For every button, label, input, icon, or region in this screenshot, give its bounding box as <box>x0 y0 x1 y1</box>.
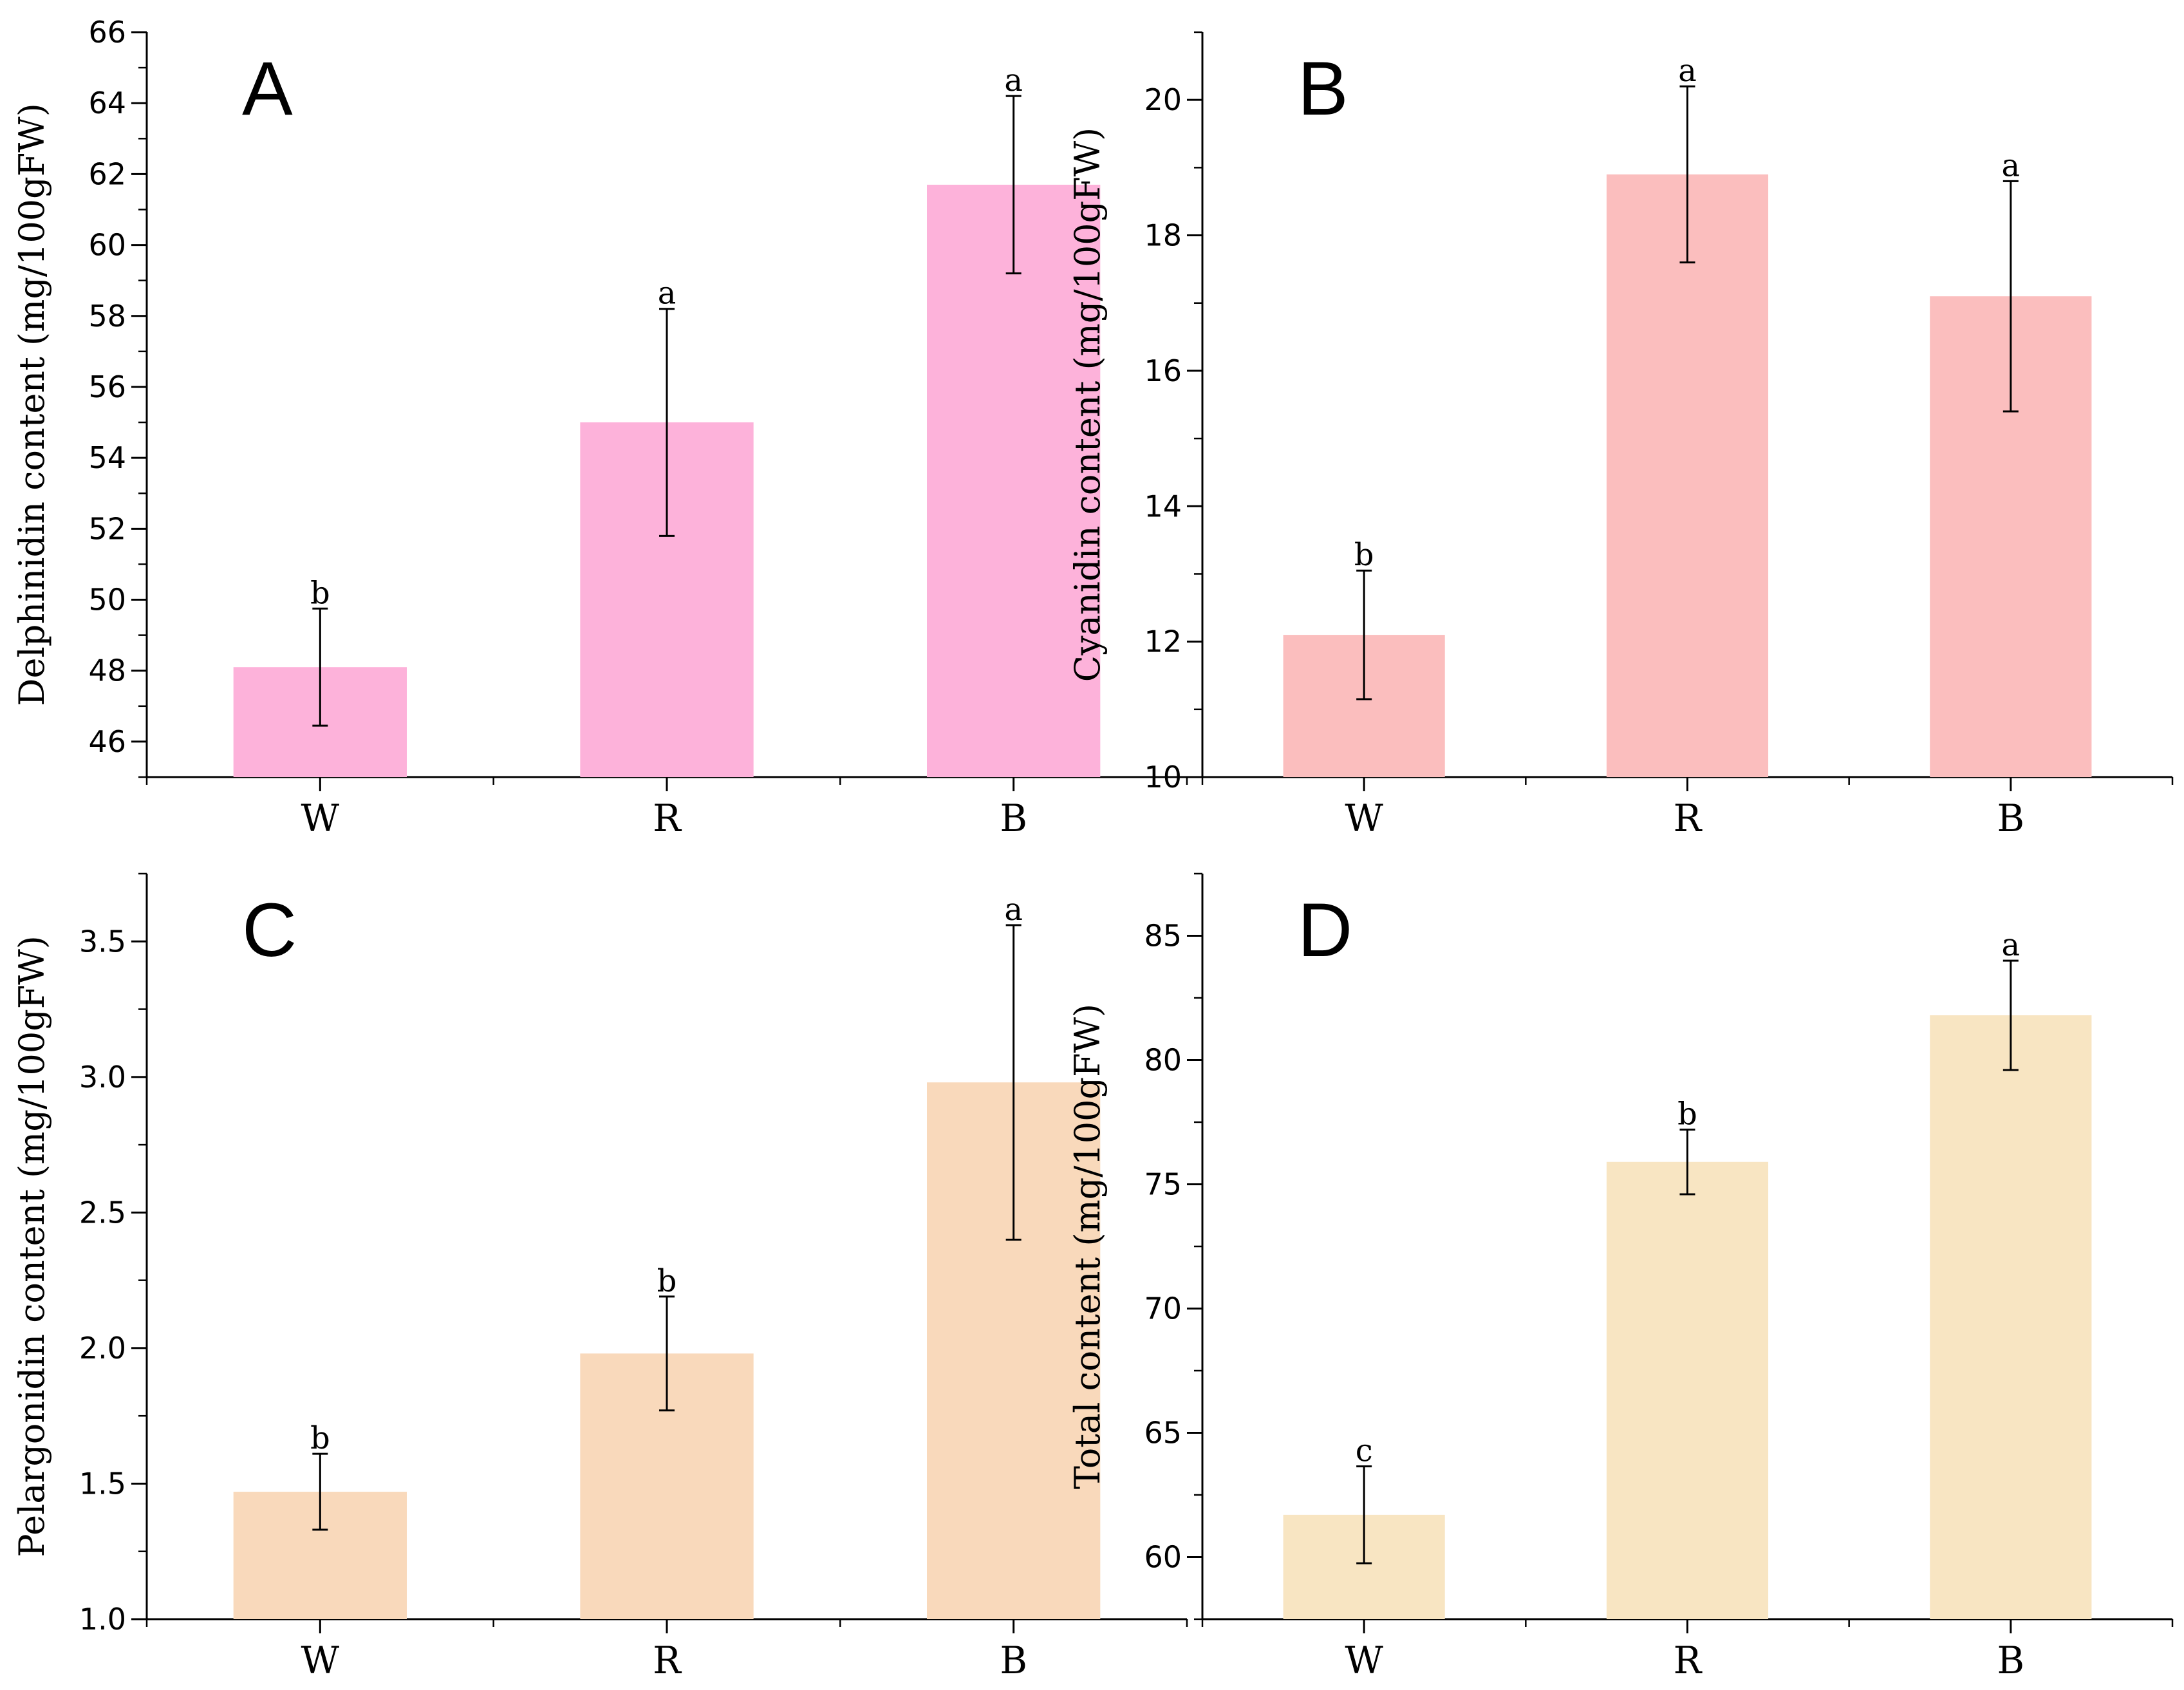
y-tick-label: 65 <box>1144 1416 1182 1451</box>
y-tick-label: 1.0 <box>79 1602 126 1637</box>
y-tick-label: 2.0 <box>79 1331 126 1366</box>
y-tick-label: 64 <box>88 86 126 120</box>
y-tick-label: 60 <box>1144 1540 1182 1575</box>
x-tick-label: R <box>1674 1638 1703 1682</box>
panel-b: 10 12 14 16 18 20 Cyanidin content (mg/100gFW)… <box>1067 31 2174 840</box>
y-tick-label: 56 <box>88 370 126 404</box>
y-tick-label: 48 <box>88 653 126 688</box>
y-tick-label: 58 <box>88 299 126 333</box>
y-tick-label: 62 <box>88 156 126 191</box>
bar-b <box>1930 1015 2092 1619</box>
y-tick-label: 16 <box>1144 353 1182 388</box>
panel-letter: B <box>1298 46 1349 131</box>
y-tick-label: 85 <box>1144 919 1182 953</box>
x-tick-label: R <box>1674 796 1703 840</box>
panel-c: 1.0 1.5 2.0 2.5 3.0 3.5 Pelargonidin content (… <box>12 872 1188 1682</box>
y-tick-label: 10 <box>1144 760 1182 794</box>
y-tick-label: 52 <box>88 511 126 546</box>
x-tick-label: B <box>1997 796 2025 840</box>
y-tick-label: 3.0 <box>79 1060 126 1094</box>
x-tick-label: B <box>1000 1638 1027 1682</box>
significance-label: a <box>1004 892 1023 928</box>
significance-label: c <box>1356 1433 1373 1469</box>
y-tick-label: 50 <box>88 583 126 617</box>
x-tick-label: B <box>1997 1638 2025 1682</box>
significance-label: b <box>657 1263 677 1299</box>
y-axis-title: Pelargonidin content (mg/100gFW) <box>12 935 52 1557</box>
panel-a: 46 48 50 52 54 56 58 60 62 64 66 Delphinidin conten… <box>12 15 1188 840</box>
panel-letter: C <box>242 888 297 973</box>
x-tick-label: R <box>653 796 682 840</box>
significance-label: b <box>1354 537 1374 573</box>
y-tick-label: 66 <box>88 15 126 50</box>
y-axis-title: Cyanidin content (mg/100gFW) <box>1067 127 1108 682</box>
y-tick-label: 20 <box>1144 82 1182 117</box>
bar-r <box>1606 1161 1769 1619</box>
y-tick-label: 80 <box>1144 1043 1182 1078</box>
x-tick-label: W <box>301 796 340 840</box>
significance-label: a <box>1678 53 1697 89</box>
y-tick-label: 2.5 <box>79 1195 126 1230</box>
y-tick-label: 70 <box>1144 1291 1182 1326</box>
significance-label: a <box>2002 927 2021 963</box>
y-tick-label: 75 <box>1144 1167 1182 1202</box>
panel-letter: A <box>242 46 293 131</box>
significance-label: a <box>2002 147 2021 183</box>
x-tick-label: B <box>1000 796 1027 840</box>
y-tick-label: 54 <box>88 440 126 475</box>
y-tick-label: 60 <box>88 228 126 263</box>
y-axis-title: Total content (mg/100gFW) <box>1067 1004 1108 1489</box>
y-tick-label: 14 <box>1144 489 1182 523</box>
y-axis-title: Delphinidin content (mg/100gFW) <box>12 103 52 706</box>
bar-b <box>927 184 1101 777</box>
y-tick-label: 46 <box>88 724 126 759</box>
y-tick-label: 3.5 <box>79 924 126 959</box>
significance-label: b <box>310 1420 330 1456</box>
x-tick-label: W <box>301 1638 340 1682</box>
panel-letter: D <box>1298 888 1352 973</box>
panel-d: 60 65 70 75 80 85 Total content (mg/100gFW) Dc W… <box>1067 872 2174 1682</box>
x-tick-label: R <box>653 1638 682 1682</box>
significance-label: a <box>658 276 677 312</box>
x-tick-label: W <box>1345 1638 1383 1682</box>
x-tick-label: W <box>1345 796 1383 840</box>
y-tick-label: 1.5 <box>79 1466 126 1501</box>
bar-r <box>1606 174 1769 777</box>
significance-label: b <box>310 575 330 611</box>
y-tick-label: 18 <box>1144 218 1182 253</box>
y-tick-label: 12 <box>1144 624 1182 659</box>
significance-label: a <box>1004 62 1023 99</box>
significance-label: b <box>1677 1096 1697 1132</box>
